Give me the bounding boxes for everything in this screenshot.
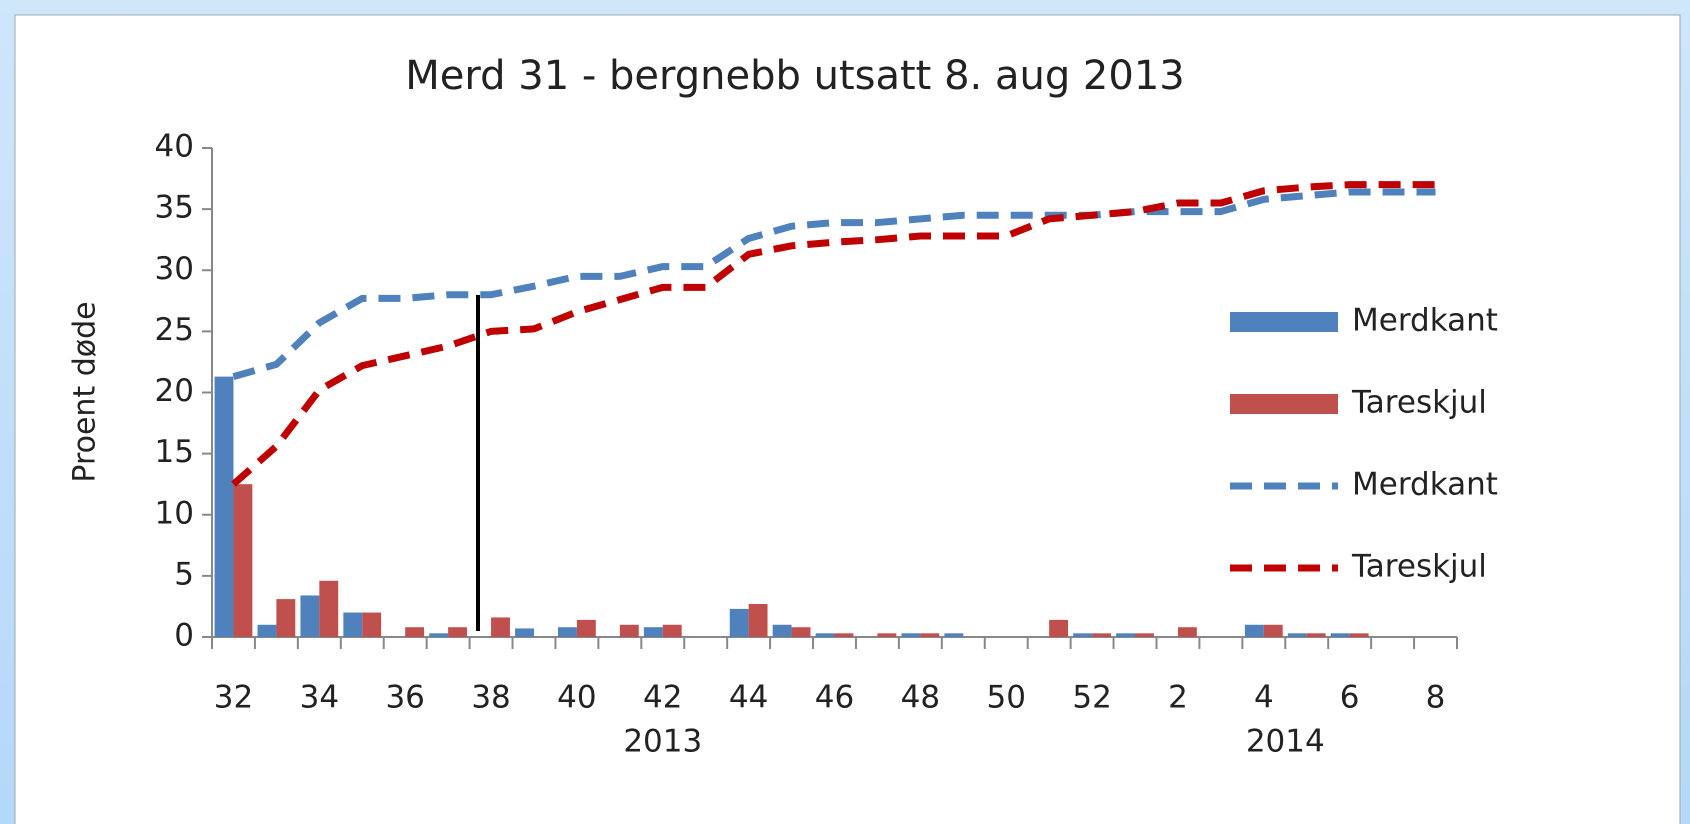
bar [791, 627, 811, 637]
x-tick-label: 52 [1072, 680, 1111, 716]
bar [920, 633, 940, 637]
y-tick-label: 10 [155, 495, 194, 531]
bar [576, 619, 596, 637]
bar [362, 612, 382, 637]
y-axis-label: Proent døde [68, 301, 103, 482]
bar [1049, 619, 1069, 637]
y-tick-label: 30 [155, 251, 194, 287]
legend-label: Tareskjul [1351, 549, 1487, 585]
bar [319, 580, 339, 637]
y-tick-label: 40 [155, 129, 194, 165]
bar [257, 624, 277, 637]
bar [662, 624, 682, 637]
legend-swatch [1230, 394, 1338, 414]
chart-title: Merd 31 - bergnebb utsatt 8. aug 2013 [405, 53, 1184, 99]
x-group-label: 2013 [623, 724, 702, 760]
x-tick-label: 46 [815, 680, 854, 716]
bar [1263, 624, 1283, 637]
x-tick-label: 32 [214, 680, 253, 716]
x-tick-label: 2 [1168, 680, 1188, 716]
bar [1135, 633, 1154, 637]
line-series [232, 188, 1436, 380]
bar [643, 627, 663, 637]
bar [276, 599, 296, 637]
x-group-label: 2014 [1246, 724, 1325, 760]
x-tick-label: 36 [385, 680, 424, 716]
bar [1349, 633, 1369, 637]
legend-label: Tareskjul [1351, 385, 1487, 421]
bar [748, 603, 768, 637]
y-tick-label: 25 [155, 312, 194, 348]
y-tick-label: 35 [155, 190, 194, 226]
bar [944, 633, 964, 637]
bar [619, 624, 639, 637]
x-tick-label: 38 [471, 680, 510, 716]
bar [1244, 624, 1264, 637]
legend-swatch [1230, 312, 1338, 332]
bar [729, 608, 749, 637]
x-tick-label: 6 [1340, 680, 1360, 716]
y-tick-label: 15 [155, 434, 194, 470]
x-tick-label: 42 [643, 680, 682, 716]
bar [1330, 633, 1350, 637]
bar [1306, 633, 1326, 637]
bar [877, 633, 897, 637]
y-tick-label: 5 [174, 556, 194, 592]
x-tick-label: 50 [986, 680, 1025, 716]
bar [343, 612, 363, 637]
x-tick-label: 8 [1426, 680, 1446, 716]
legend-label: Merdkant [1352, 467, 1498, 503]
bar [214, 376, 234, 637]
bar [429, 633, 449, 637]
bar [515, 628, 534, 637]
bar [491, 617, 510, 637]
bar [300, 595, 320, 637]
y-tick-label: 0 [174, 618, 194, 654]
bar [1092, 633, 1111, 637]
bar [772, 624, 792, 637]
bar [1073, 633, 1093, 637]
bar [1116, 633, 1136, 637]
x-tick-label: 48 [901, 680, 940, 716]
x-tick-label: 40 [557, 680, 596, 716]
bar [448, 627, 468, 637]
bar [233, 484, 253, 637]
bar [834, 633, 854, 637]
x-tick-label: 34 [300, 680, 339, 716]
x-tick-label: 44 [729, 680, 768, 716]
bar [901, 633, 921, 637]
bar [558, 627, 577, 637]
x-tick-label: 4 [1254, 680, 1274, 716]
bar [1177, 627, 1197, 637]
bar [1287, 633, 1307, 637]
legend-label: Merdkant [1352, 303, 1498, 339]
y-tick-label: 20 [155, 373, 194, 409]
bar [405, 627, 425, 637]
line-series [231, 181, 1436, 487]
bar [815, 633, 835, 637]
